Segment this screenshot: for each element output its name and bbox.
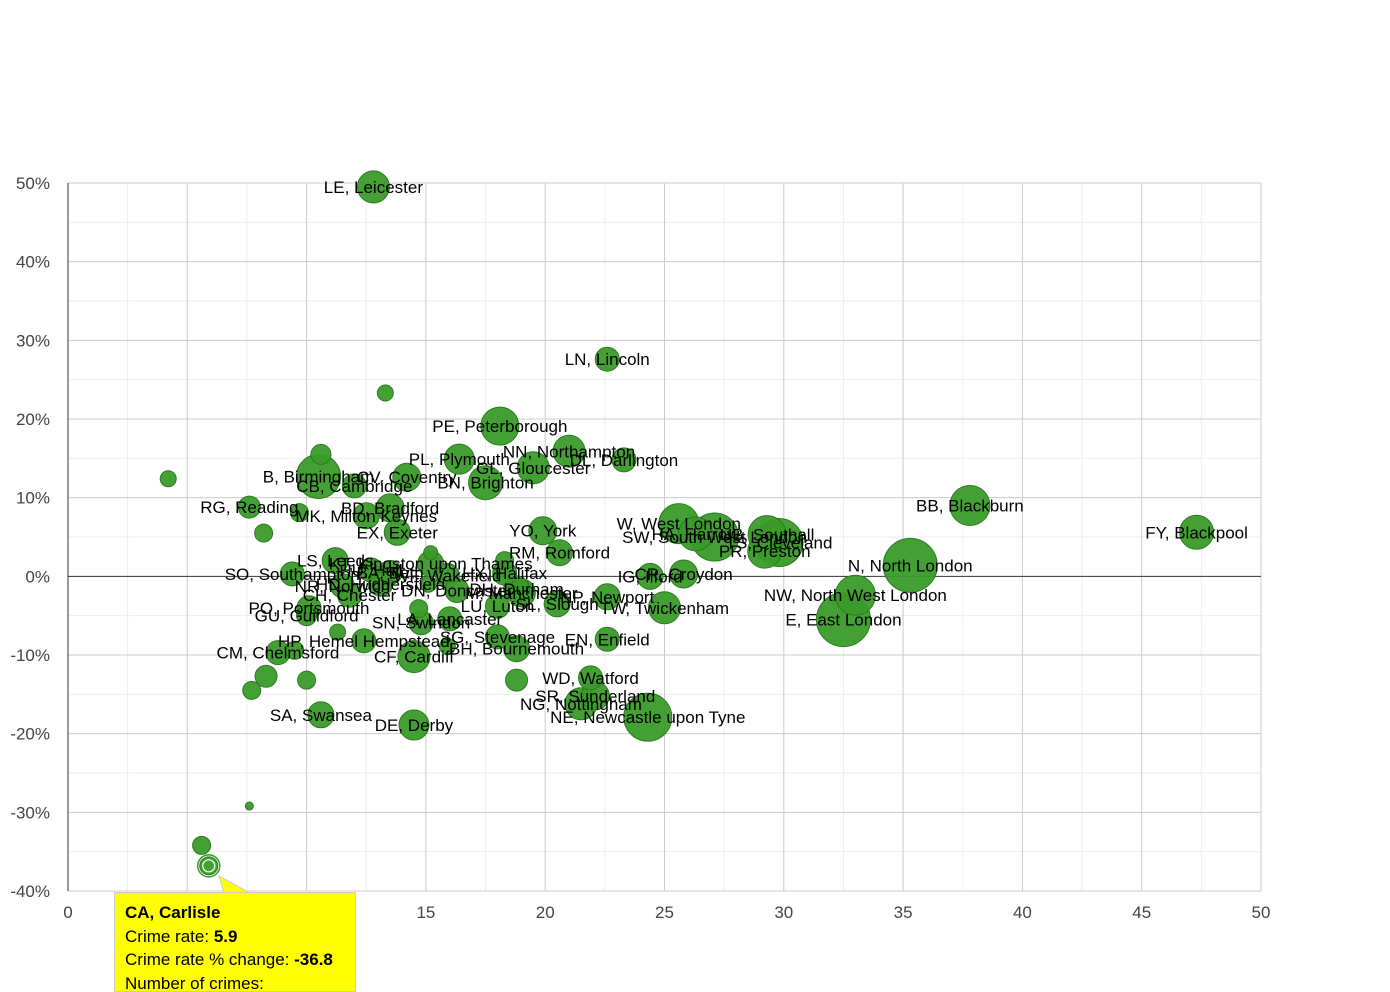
tooltip-rate-row: Crime rate: 5.9 bbox=[125, 925, 345, 949]
bubble[interactable] bbox=[255, 524, 273, 542]
bubble-label: CF, Cardiff bbox=[374, 648, 454, 667]
bubble-label: CM, Chelmsford bbox=[217, 644, 340, 663]
x-tick-label: 50 bbox=[1252, 903, 1271, 922]
x-tick-label: 45 bbox=[1132, 903, 1151, 922]
x-tick-label: 0 bbox=[63, 903, 72, 922]
bubble-label: PR, Preston bbox=[719, 542, 811, 561]
bubble-label: N, North London bbox=[848, 556, 973, 575]
bubble-label: LE, Leicester bbox=[324, 178, 424, 197]
bubble[interactable] bbox=[311, 444, 331, 464]
y-tick-label: 0% bbox=[25, 567, 50, 586]
tooltip-rate-value: 5.9 bbox=[214, 927, 238, 946]
tooltip-change-row: Crime rate % change: -36.8 bbox=[125, 948, 345, 972]
x-tick-label: 30 bbox=[774, 903, 793, 922]
bubble-label: FY, Blackpool bbox=[1145, 523, 1248, 542]
bubble[interactable] bbox=[243, 681, 261, 699]
bubble-label: RG, Reading bbox=[200, 498, 298, 517]
y-tick-label: 20% bbox=[16, 410, 50, 429]
bubble[interactable] bbox=[506, 669, 528, 691]
y-tick-label: 30% bbox=[16, 331, 50, 350]
x-tick-label: 40 bbox=[1013, 903, 1032, 922]
y-tick-label: -20% bbox=[10, 725, 50, 744]
x-tick-label: 20 bbox=[536, 903, 555, 922]
bubble[interactable] bbox=[160, 471, 176, 487]
tooltip-title: CA, Carlisle bbox=[125, 901, 345, 925]
bubble-label: PE, Peterborough bbox=[432, 417, 567, 436]
chart-axes: 05101520253035404550-40%-30%-20%-10%0%10… bbox=[10, 174, 1270, 922]
bubble-label: CB, Cambridge bbox=[296, 477, 412, 496]
bubble-label: NE, Newcastle upon Tyne bbox=[550, 708, 745, 727]
y-tick-label: 50% bbox=[16, 174, 50, 193]
tooltip-change-label: Crime rate % change: bbox=[125, 950, 289, 969]
bubble-label: CR, Croydon bbox=[634, 565, 732, 584]
y-tick-label: -10% bbox=[10, 646, 50, 665]
x-tick-label: 15 bbox=[416, 903, 435, 922]
y-tick-label: -40% bbox=[10, 882, 50, 901]
bubble-label: GU, Guildford bbox=[255, 607, 359, 626]
chart-tooltip: CA, Carlisle Crime rate: 5.9 Crime rate … bbox=[114, 892, 356, 992]
y-tick-label: 40% bbox=[16, 253, 50, 272]
bubble-label: SA, Swansea bbox=[270, 706, 373, 725]
bubble-label: WD, Watford bbox=[542, 669, 639, 688]
bubble[interactable] bbox=[377, 385, 393, 401]
bubble-label: YO, York bbox=[509, 522, 577, 541]
tooltip-rate-label: Crime rate: bbox=[125, 927, 209, 946]
bubble[interactable] bbox=[193, 836, 211, 854]
tooltip-change-value: -36.8 bbox=[294, 950, 333, 969]
bubble-label: EX, Exeter bbox=[357, 523, 439, 542]
tooltip-count-label: Number of crimes: bbox=[125, 974, 264, 992]
bubble-label: LN, Lincoln bbox=[565, 350, 650, 369]
bubble-label: BH, Bournemouth bbox=[449, 640, 584, 659]
tooltip-count-row: Number of crimes: bbox=[125, 972, 345, 992]
bubble-label: DE, Derby bbox=[375, 716, 454, 735]
x-tick-label: 35 bbox=[894, 903, 913, 922]
bubble[interactable] bbox=[298, 671, 316, 689]
tooltip-arrow bbox=[219, 876, 250, 893]
bubble-label: SL, Slough bbox=[516, 595, 599, 614]
x-tick-label: 25 bbox=[655, 903, 674, 922]
tooltip-pointer bbox=[219, 876, 250, 893]
bubble-label: E, East London bbox=[785, 611, 901, 630]
bubble[interactable] bbox=[245, 802, 253, 810]
bubble-label: BB, Blackburn bbox=[916, 497, 1024, 516]
y-tick-label: -30% bbox=[10, 803, 50, 822]
bubble-label: NW, North West London bbox=[764, 586, 947, 605]
y-tick-label: 10% bbox=[16, 489, 50, 508]
